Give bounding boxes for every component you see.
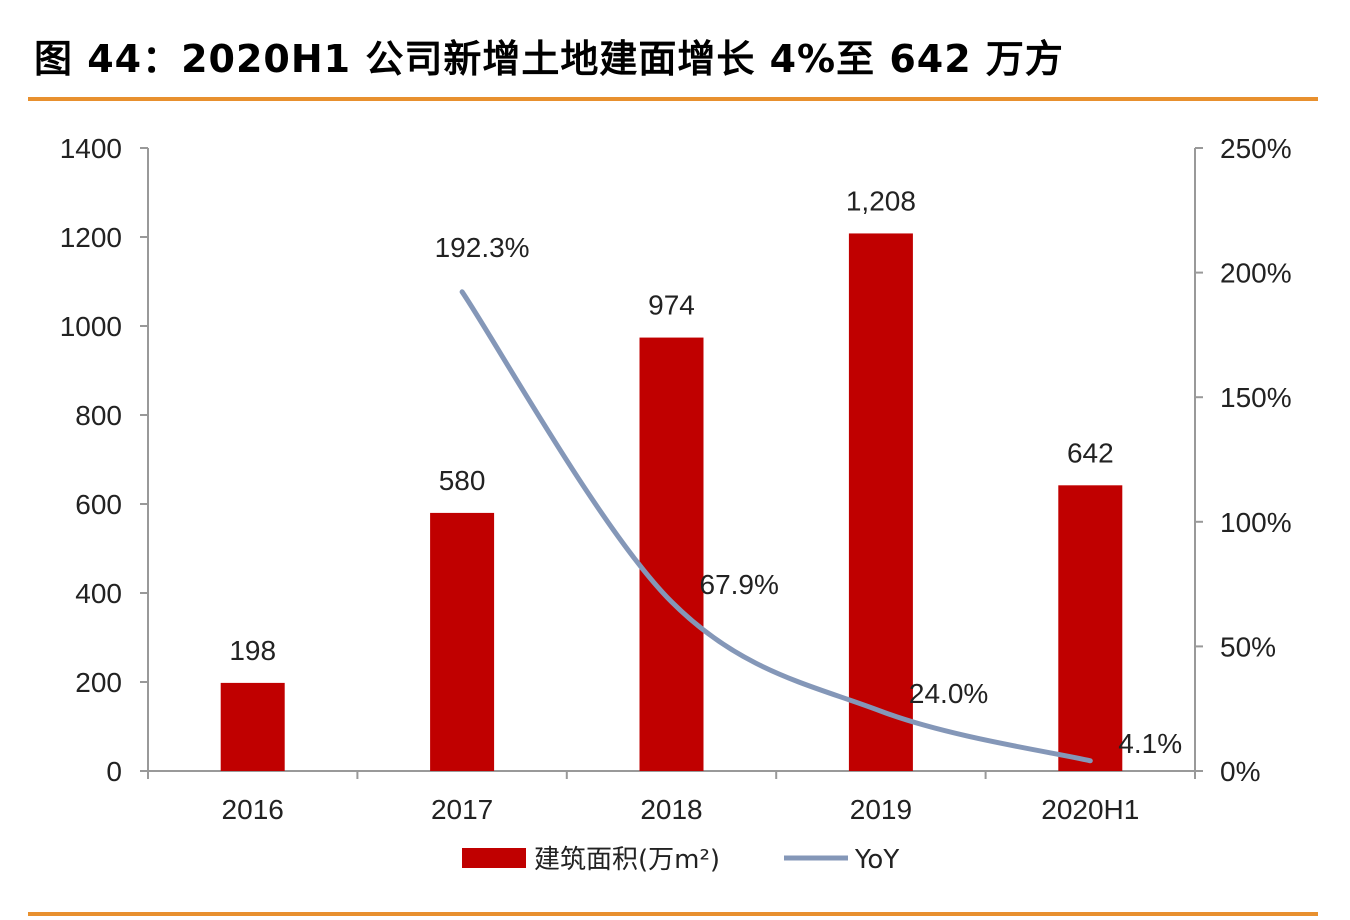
bar-data-label: 1,208	[846, 185, 916, 216]
bar	[1058, 485, 1123, 771]
y-right-tick-label: 250%	[1220, 133, 1292, 164]
bar-data-label: 198	[229, 635, 276, 666]
yoy-data-label: 24.0%	[909, 678, 988, 709]
bar	[848, 233, 913, 771]
y-left-tick-label: 400	[75, 578, 122, 609]
y-left-tick-label: 800	[75, 400, 122, 431]
yoy-data-label: 192.3%	[435, 232, 530, 263]
y-right-tick-label: 150%	[1220, 382, 1292, 413]
legend-line-label: YoY	[854, 845, 899, 875]
bar	[639, 337, 704, 771]
x-tick-label: 2017	[431, 794, 493, 825]
y-left-tick-label: 1200	[60, 222, 122, 253]
yoy-data-label: 4.1%	[1118, 728, 1182, 759]
y-left-tick-label: 0	[106, 756, 122, 787]
y-left-tick-label: 200	[75, 667, 122, 698]
x-tick-label: 2016	[222, 794, 284, 825]
y-left-tick-label: 1400	[60, 133, 122, 164]
x-tick-label: 2020H1	[1041, 794, 1139, 825]
bar	[220, 682, 285, 771]
y-right-tick-label: 0%	[1220, 756, 1260, 787]
bar-data-label: 974	[648, 290, 695, 321]
footer-rule	[28, 912, 1318, 916]
y-left-tick-label: 600	[75, 489, 122, 520]
chart-title: 图 44：2020H1 公司新增土地建面增长 4%至 642 万方	[34, 37, 1064, 81]
yoy-line	[459, 289, 1093, 764]
legend-bar-label: 建筑面积(万m²)	[534, 845, 720, 875]
title-rule	[28, 97, 1318, 101]
bar-data-label: 642	[1067, 437, 1114, 468]
y-right-tick-label: 50%	[1220, 631, 1276, 662]
x-tick-label: 2019	[850, 794, 912, 825]
bar	[430, 512, 495, 771]
legend-bar-swatch	[462, 848, 526, 868]
bar-data-label: 580	[439, 465, 486, 496]
y-right-tick-label: 100%	[1220, 507, 1292, 538]
y-left-tick-label: 1000	[60, 311, 122, 342]
yoy-data-label: 67.9%	[700, 569, 779, 600]
y-right-tick-label: 200%	[1220, 258, 1292, 289]
x-tick-label: 2018	[640, 794, 702, 825]
